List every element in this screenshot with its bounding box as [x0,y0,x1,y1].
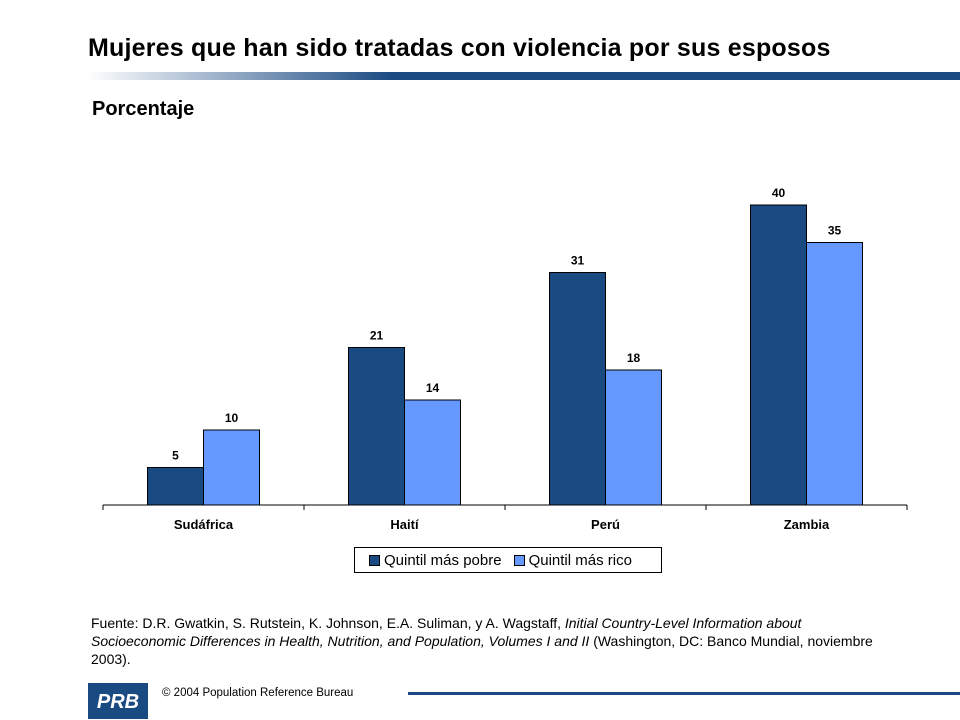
bar-richest [404,399,461,506]
chart-subtitle: Porcentaje [92,98,195,120]
source-prefix: Fuente: D.R. Gwatkin, S. Rutstein, K. Jo… [91,615,565,631]
data-label: 10 [225,411,239,425]
legend-label-richest: Quintil más rico [528,551,632,569]
data-label: 35 [828,224,842,238]
data-label: 5 [172,449,179,463]
prb-logo-background [88,683,148,719]
bar-poorest [348,347,405,506]
title-rule [88,72,960,80]
source-citation: Fuente: D.R. Gwatkin, S. Rutstein, K. Jo… [91,614,891,668]
bar-poorest [750,204,807,506]
x-tick-label: Haití [390,517,419,532]
source-title: Initial Country-Level Information about … [91,615,802,649]
legend-swatch-poorest [369,554,380,566]
bar-poorest [147,467,204,506]
prb-logo: PRB [88,683,148,719]
x-tick-label: Perú [591,517,620,532]
chart-legend: Quintil más pobre Quintil más rico [354,547,662,573]
source-suffix: (Washington, DC: Banco Mundial, noviembr… [91,633,873,667]
x-tick-label: Sudáfrica [174,517,234,532]
data-label: 18 [627,351,641,365]
data-label: 14 [426,381,440,395]
legend-item-poorest: Quintil más pobre [369,552,502,569]
footer-rule [408,692,960,695]
legend-item-richest: Quintil más rico [513,551,632,569]
x-tick-label: Zambia [784,517,830,532]
data-label: 40 [772,186,786,200]
page-title: Mujeres que han sido tratadas con violen… [88,34,831,62]
legend-label-poorest: Quintil más pobre [384,551,502,569]
legend-swatch-richest [513,554,525,566]
prb-logo-text: PRB [97,691,139,713]
data-label: 31 [571,254,585,268]
bar-richest [806,242,863,506]
bar-richest [605,369,662,506]
data-label: 21 [370,329,384,343]
bar-richest [203,429,260,506]
bar-chart: 5 10 Sudáfrica 21 14 Haití 31 18 Perú 40 35 Zambia [102,186,908,532]
copyright: © 2004 Population Reference Bureau [162,687,354,699]
bar-poorest [549,272,606,506]
